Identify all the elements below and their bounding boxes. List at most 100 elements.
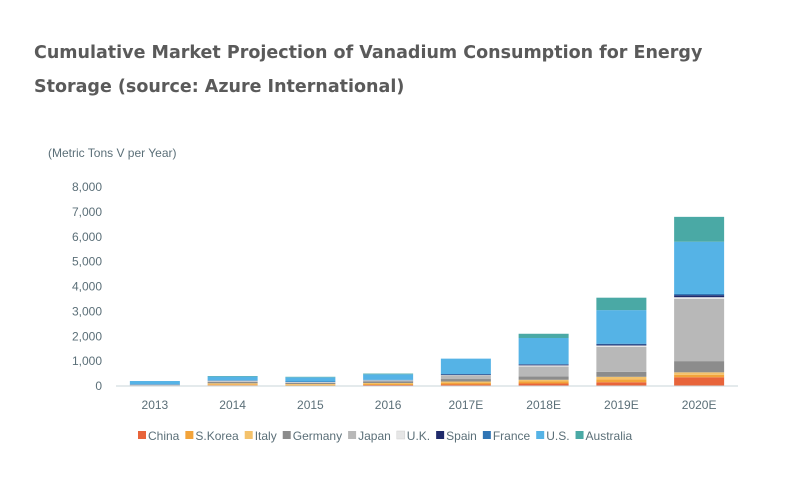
bar-segment-germany-2015 xyxy=(285,382,336,385)
y-tick-label: 7,000 xyxy=(72,205,102,219)
bar-segment-spain-2020e xyxy=(674,295,725,298)
bar-segment-australia-2020e xyxy=(674,216,725,242)
x-tick-label: 2015 xyxy=(297,398,324,412)
x-tick-label: 2013 xyxy=(142,398,169,412)
bar-segment-germany-2017e xyxy=(440,379,491,382)
bar-segment-france-2014 xyxy=(207,380,258,381)
y-tick-label: 3,000 xyxy=(72,304,102,318)
bar-segment-skorea-2020e xyxy=(674,374,725,378)
bar-segment-china-2019e xyxy=(596,382,647,386)
y-tick-label: 5,000 xyxy=(72,255,102,269)
bar-segment-uk-2014 xyxy=(207,380,258,382)
bar-segment-spain-2017e xyxy=(440,374,491,376)
bars xyxy=(129,216,725,387)
legend-label: Australia xyxy=(586,429,633,443)
bar-segment-china-2020e xyxy=(674,377,725,386)
legend-swatch xyxy=(575,431,584,439)
bar-segment-uk-2015 xyxy=(285,382,336,383)
x-tick-label: 2014 xyxy=(219,398,246,412)
bar-segment-skorea-2018e xyxy=(518,381,569,384)
bar-segment-china-2018e xyxy=(518,383,569,386)
bar-segment-us-2018e xyxy=(518,337,569,365)
bar-segment-australia-2015 xyxy=(285,376,336,378)
bar-segment-us-2013 xyxy=(129,381,180,385)
bar-segment-italy-2018e xyxy=(518,379,569,382)
bar-segment-uk-2019e xyxy=(596,345,647,347)
y-tick-label: 1,000 xyxy=(72,354,102,368)
bar-segment-germany-2020e xyxy=(674,361,725,373)
y-tick-label: 6,000 xyxy=(72,230,102,244)
x-axis: 2013 2014 2015 2016 2017E 2018E 2019E 2020E xyxy=(142,398,717,412)
bar-segment-china-2017e xyxy=(440,384,491,386)
bar-segment-japan-2018e xyxy=(518,366,569,377)
legend-label: Spain xyxy=(446,429,477,443)
bar-segment-germany-2018e xyxy=(518,376,569,380)
bar-segment-italy-2019e xyxy=(596,376,647,380)
bar-segment-us-2020e xyxy=(674,241,725,294)
bar-segment-skorea-2017e xyxy=(440,383,491,385)
bar-segment-japan-2019e xyxy=(596,346,647,372)
bar-segment-japan-2013 xyxy=(129,384,180,386)
legend-label: Germany xyxy=(293,429,342,443)
legend-label: France xyxy=(493,429,531,443)
y-unit-label: (Metric Tons V per Year) xyxy=(48,146,177,160)
bar-segment-japan-2017e xyxy=(440,375,491,380)
y-tick-label: 8,000 xyxy=(72,180,102,194)
legend-swatch xyxy=(282,431,291,439)
bar-segment-italy-2015 xyxy=(285,384,336,385)
bar-segment-australia-2018e xyxy=(518,333,569,338)
bar-segment-skorea-2019e xyxy=(596,379,647,383)
legend-label: Japan xyxy=(358,429,391,443)
legend-swatch xyxy=(396,430,406,440)
bar-segment-japan-2014 xyxy=(207,381,258,382)
legend-swatch xyxy=(185,431,194,439)
bar-segment-australia-2014 xyxy=(207,376,258,377)
bar-segment-uk-2016 xyxy=(363,380,414,381)
bar-segment-france-2017e xyxy=(440,374,491,375)
x-tick-label: 2016 xyxy=(375,398,402,412)
legend-swatch xyxy=(536,431,545,439)
legend-label: S.Korea xyxy=(195,429,239,443)
bar-segment-france-2015 xyxy=(285,381,336,383)
legend-label: U.K. xyxy=(407,429,430,443)
bar-segment-japan-2016 xyxy=(363,380,414,382)
y-tick-label: 0 xyxy=(95,379,102,393)
legend-label: Italy xyxy=(255,429,277,443)
bar-segment-us-2015 xyxy=(285,377,336,382)
bar-segment-skorea-2014 xyxy=(207,384,258,386)
bar-segment-us-2016 xyxy=(363,374,414,380)
bar-segment-france-2020e xyxy=(674,293,725,296)
bar-segment-australia-2019e xyxy=(596,297,647,311)
legend-swatch xyxy=(244,431,253,439)
legend-swatch xyxy=(436,431,445,439)
legend-label: China xyxy=(148,429,180,443)
bar-segment-france-2013 xyxy=(129,384,180,385)
bar-segment-spain-2019e xyxy=(596,344,647,346)
x-tick-label: 2018E xyxy=(526,398,561,412)
x-tick-label: 2020E xyxy=(682,398,717,412)
bar-segment-germany-2019e xyxy=(596,371,647,377)
bar-segment-france-2018e xyxy=(518,364,569,365)
legend: China S.Korea Italy Germany Japan U.K. Spain Fr… xyxy=(138,429,633,443)
bar-segment-germany-2016 xyxy=(363,381,414,384)
bar-segment-spain-2018e xyxy=(518,364,569,366)
bar-segment-italy-2017e xyxy=(440,381,491,384)
bar-segment-japan-2020e xyxy=(674,298,725,362)
bar-segment-france-2016 xyxy=(363,379,414,381)
bar-segment-france-2019e xyxy=(596,343,647,345)
bar-segment-germany-2014 xyxy=(207,381,258,384)
bar-segment-us-2019e xyxy=(596,310,647,344)
bar-segment-italy-2014 xyxy=(207,383,258,385)
bar-segment-uk-2018e xyxy=(518,365,569,367)
bar-segment-skorea-2015 xyxy=(285,384,336,386)
bar-segment-australia-2016 xyxy=(363,373,414,375)
y-tick-label: 4,000 xyxy=(72,280,102,294)
bar-segment-us-2017e xyxy=(440,358,491,375)
bar-segment-uk-2020e xyxy=(674,297,725,299)
y-tick-label: 2,000 xyxy=(72,329,102,343)
legend-swatch xyxy=(348,431,357,439)
x-tick-label: 2017E xyxy=(449,398,484,412)
legend-label: U.S. xyxy=(546,429,569,443)
bar-segment-us-2014 xyxy=(207,376,258,381)
